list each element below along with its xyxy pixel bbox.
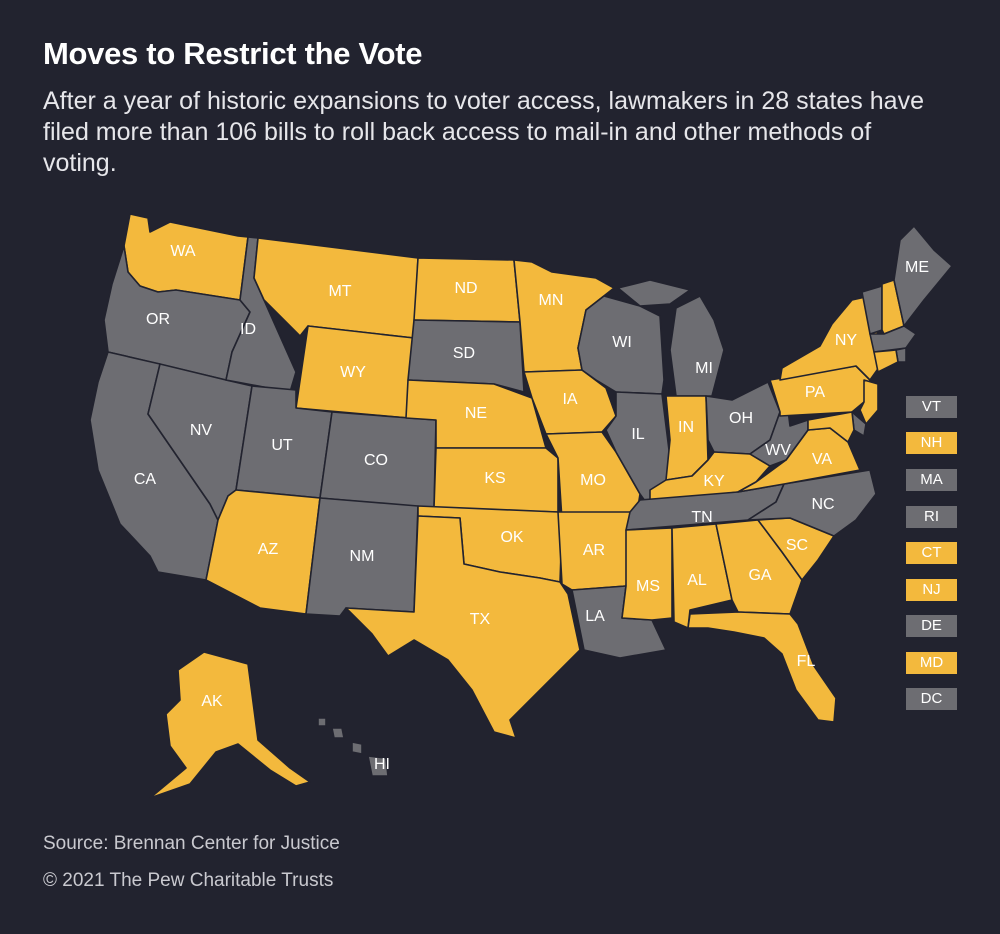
label-NM: NM xyxy=(350,548,375,565)
state-MI xyxy=(669,295,725,397)
map-subtitle: After a year of historic expansions to v… xyxy=(43,87,924,177)
label-AL: AL xyxy=(687,572,707,589)
label-AR: AR xyxy=(583,542,605,559)
state-CT xyxy=(873,349,899,373)
label-OH: OH xyxy=(729,410,753,427)
label-KS: KS xyxy=(484,470,505,487)
label-OR: OR xyxy=(146,311,170,328)
label-ND: ND xyxy=(454,280,477,297)
label-TX: TX xyxy=(470,611,491,628)
label-ID: ID xyxy=(240,321,256,338)
label-MN: MN xyxy=(539,292,564,309)
state-FL xyxy=(687,611,837,723)
label-NE: NE xyxy=(465,405,487,422)
ebox-MD: MD xyxy=(906,652,957,674)
ebox-MA: MA xyxy=(906,469,957,491)
label-MT: MT xyxy=(328,283,351,300)
ebox-NJ: NJ xyxy=(906,579,957,601)
state-MI-UP xyxy=(617,279,691,307)
ebox-DE: DE xyxy=(906,615,957,637)
label-IA: IA xyxy=(562,391,577,408)
svg-text:CT: CT xyxy=(922,544,942,561)
svg-text:NJ: NJ xyxy=(922,581,940,598)
label-IL: IL xyxy=(631,426,644,443)
label-FL: FL xyxy=(797,653,816,670)
ebox-NH: NH xyxy=(906,432,957,454)
label-IN: IN xyxy=(678,419,694,436)
label-NV: NV xyxy=(190,422,213,439)
ebox-CT: CT xyxy=(906,542,957,564)
ebox-VT: VT xyxy=(906,396,957,418)
label-PA: PA xyxy=(805,384,825,401)
copyright-note: © 2021 The Pew Charitable Trusts xyxy=(43,870,334,891)
state-ME xyxy=(893,225,953,327)
svg-text:VT: VT xyxy=(922,398,941,415)
label-ME: ME xyxy=(905,259,929,276)
state-MD xyxy=(807,411,855,443)
state-HI xyxy=(317,717,389,777)
label-WI: WI xyxy=(612,334,632,351)
label-GA: GA xyxy=(748,567,771,584)
state-SD xyxy=(407,319,525,393)
svg-text:RI: RI xyxy=(924,508,939,525)
state-KS xyxy=(433,447,559,513)
label-CO: CO xyxy=(364,452,388,469)
label-KY: KY xyxy=(703,473,725,490)
label-WA: WA xyxy=(170,243,196,260)
label-SC: SC xyxy=(786,537,808,554)
label-MI: MI xyxy=(695,360,713,377)
state-MS xyxy=(621,527,673,621)
map-title: Moves to Restrict the Vote xyxy=(43,36,423,71)
label-NY: NY xyxy=(835,332,858,349)
label-WY: WY xyxy=(340,364,366,381)
svg-text:DC: DC xyxy=(921,690,943,707)
label-LA: LA xyxy=(585,608,605,625)
state-WV xyxy=(749,409,809,467)
source-note: Source: Brennan Center for Justice xyxy=(43,833,340,854)
svg-text:MD: MD xyxy=(920,654,943,671)
ebox-RI: RI xyxy=(906,506,957,528)
svg-text:DE: DE xyxy=(921,617,942,634)
label-AK: AK xyxy=(201,693,223,710)
state-AK xyxy=(149,651,311,799)
state-NC xyxy=(747,469,877,537)
label-UT: UT xyxy=(271,437,293,454)
state-TX xyxy=(345,515,581,739)
label-TN: TN xyxy=(691,509,712,526)
label-HI: HI xyxy=(374,756,390,773)
label-OK: OK xyxy=(500,529,523,546)
label-WV: WV xyxy=(765,442,791,459)
label-MS: MS xyxy=(636,578,660,595)
svg-text:NH: NH xyxy=(921,434,943,451)
label-VA: VA xyxy=(812,451,832,468)
label-NC: NC xyxy=(811,496,834,513)
svg-text:MA: MA xyxy=(920,471,943,488)
label-AZ: AZ xyxy=(258,541,279,558)
ebox-DC: DC xyxy=(906,688,957,710)
label-SD: SD xyxy=(453,345,475,362)
label-MO: MO xyxy=(580,472,606,489)
label-CA: CA xyxy=(134,471,157,488)
